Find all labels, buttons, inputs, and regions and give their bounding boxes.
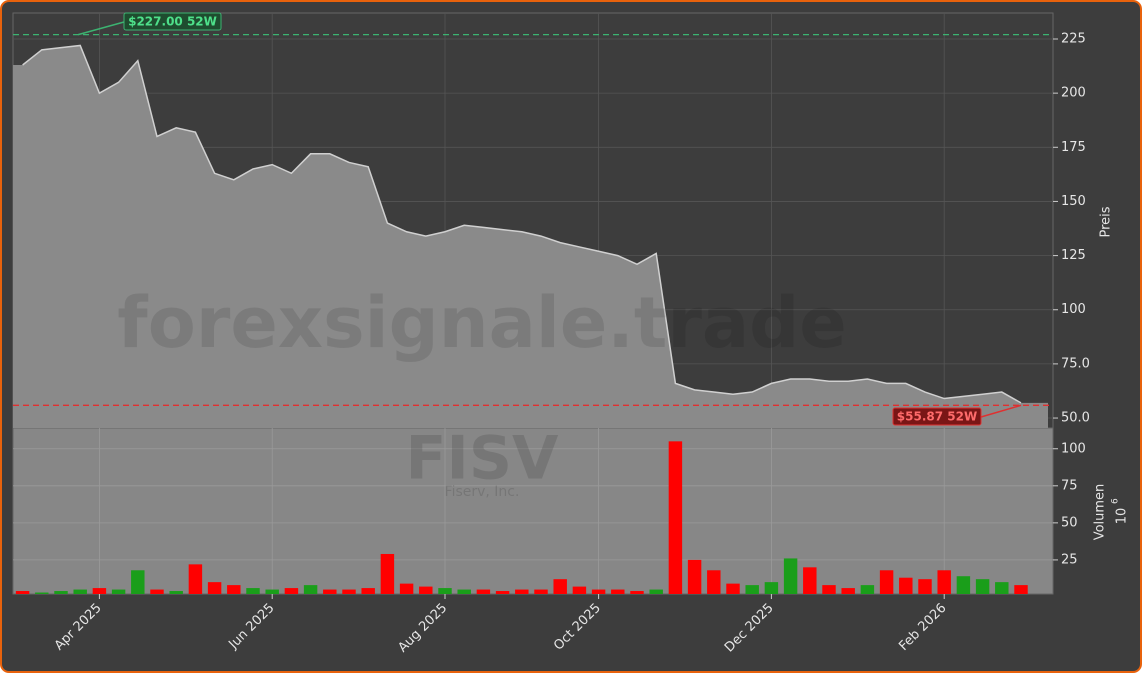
volume-bar [419, 586, 433, 594]
volume-bar [399, 583, 414, 594]
volume-bar [860, 585, 875, 594]
y-tick-label: 100 [1061, 441, 1086, 456]
volume-bar [995, 582, 1009, 594]
y-tick-label: 50 [1061, 515, 1078, 530]
volume-bar [323, 589, 337, 594]
volume-bar [111, 589, 126, 594]
y-tick-label: 25 [1061, 552, 1078, 567]
high-arrow [78, 21, 125, 36]
volume-bar [457, 589, 471, 594]
volume-bar [380, 553, 395, 594]
y-tick-label: 175 [1061, 140, 1086, 155]
y-tick-label: 125 [1061, 248, 1086, 263]
volume-bar [783, 558, 798, 594]
volume-bar [899, 577, 913, 594]
company-watermark: Fiserv, Inc. [445, 484, 520, 500]
volume-bar [975, 579, 990, 594]
volume-bar [918, 579, 932, 594]
volume-bar [515, 589, 529, 594]
high-label: $227.00 52W [128, 15, 217, 29]
volume-bar [476, 589, 491, 594]
volume-bar [764, 582, 779, 594]
volume-unit: 10 6 [1111, 498, 1130, 524]
unit-exp: 6 [1111, 498, 1121, 504]
volume-bar [649, 589, 663, 594]
volume-bar [15, 591, 30, 594]
area-fill [13, 45, 1048, 428]
y-tick-label: 75 [1061, 478, 1078, 493]
volume-bar [342, 589, 356, 594]
volume-bar [611, 589, 625, 594]
volume-bar [188, 564, 203, 594]
volume-bar [92, 588, 107, 594]
volume-bar [438, 588, 452, 594]
ticker-watermark: FISV [406, 424, 560, 494]
volume-bar [668, 441, 683, 594]
volume-bar [54, 591, 68, 594]
volume-bar [841, 588, 855, 594]
volume-bar [73, 589, 87, 594]
y-tick-label: 75.0 [1061, 356, 1090, 371]
low-label: $55.87 52W [897, 410, 977, 424]
watermark: forexsignale.trade [117, 282, 846, 364]
volume-bar [879, 570, 894, 594]
volume-bar [246, 588, 260, 594]
volume-bar [591, 589, 606, 594]
volume-bar [207, 582, 222, 594]
volume-bar [630, 591, 644, 594]
volume-bar [707, 570, 721, 594]
volume-axis-label: Volumen [1093, 484, 1108, 541]
low-arrow [980, 404, 1022, 418]
volume-bar [937, 570, 951, 594]
unit-base: 10 [1115, 508, 1130, 525]
volume-bar [822, 585, 836, 594]
volume-bar [35, 592, 49, 594]
volume-bar [726, 583, 740, 594]
volume-bar [1014, 585, 1028, 594]
volume-bar [284, 588, 299, 594]
volume-bar [534, 589, 548, 594]
y-tick-label: 200 [1061, 86, 1086, 101]
volume-bar [745, 585, 759, 594]
volume-bar [303, 585, 318, 594]
volume-bar [495, 591, 510, 594]
volume-bar [227, 585, 241, 594]
high-label-box [123, 12, 222, 31]
y-tick-label: 100 [1061, 302, 1086, 317]
volume-bar [553, 579, 567, 594]
volume-bar [150, 589, 164, 594]
volume-bar [803, 567, 817, 594]
volume-bar [572, 586, 587, 594]
price-axis-label: Preis [1099, 206, 1114, 237]
y-tick-label: 150 [1061, 194, 1086, 209]
volume-bar [361, 588, 375, 594]
volume-bar [265, 589, 279, 594]
volume-bar [956, 576, 971, 594]
volume-bar [131, 570, 145, 594]
price-line [22, 44, 1022, 404]
y-tick-label: 50.0 [1061, 411, 1090, 426]
low-label-box [892, 407, 982, 426]
volume-bar [169, 591, 183, 594]
volume-bar [687, 559, 702, 594]
y-tick-label: 225 [1061, 31, 1086, 46]
